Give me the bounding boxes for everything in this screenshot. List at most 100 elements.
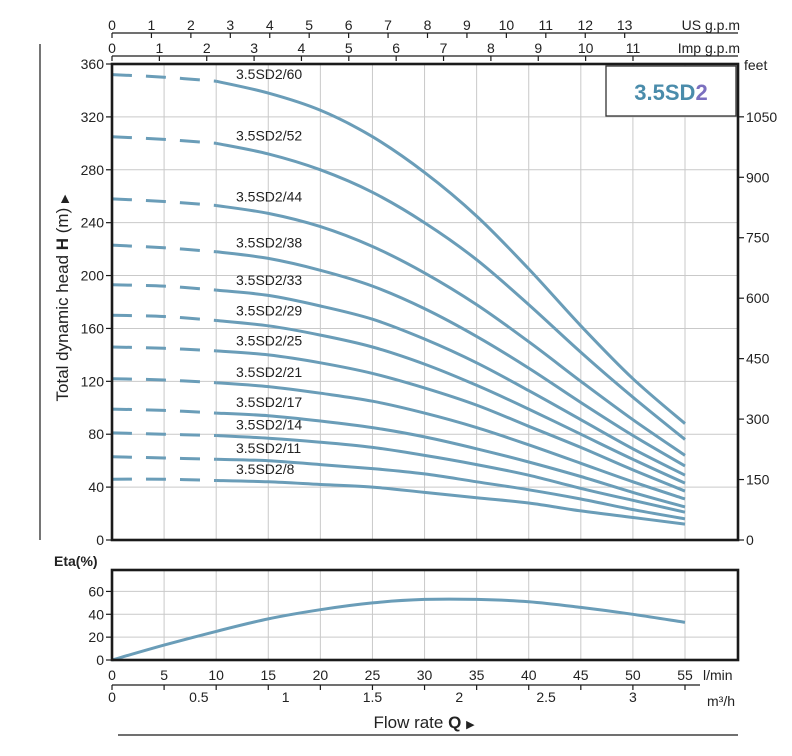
imp-gpm-tick-label: 2 — [203, 40, 211, 56]
eta-tick-label: 20 — [88, 629, 104, 645]
lmin-tick-label: 40 — [521, 667, 537, 683]
feet-tick-label: 0 — [746, 532, 754, 548]
head-axis-label-symbol: H — [53, 238, 72, 250]
m3h-tick-label: 1 — [282, 689, 290, 705]
feet-tick-label: 450 — [746, 351, 770, 367]
eta-axis-label: Eta(%) — [54, 553, 98, 569]
head-tick-label: 160 — [81, 320, 105, 336]
lmin-tick-label: 45 — [573, 667, 589, 683]
us-gpm-tick-label: 3 — [226, 17, 234, 33]
head-curve-dashed — [111, 283, 217, 292]
eta-axis-ticks: 0 20 40 60 — [88, 583, 112, 668]
us-gpm-tick-label: 8 — [424, 17, 432, 33]
head-tick-label: 280 — [81, 162, 105, 178]
us-gpm-tick-label: 11 — [539, 17, 554, 33]
head-curve-label: 3.5SD2/60 — [236, 66, 302, 82]
head-tick-label: 120 — [81, 373, 105, 389]
feet-tick-label: 750 — [746, 230, 770, 246]
head-axis-arrow: ▶ — [59, 194, 71, 203]
lmin-tick-label: 15 — [260, 667, 276, 683]
lmin-tick-label: 25 — [365, 667, 381, 683]
eta-tick-label: 0 — [96, 652, 104, 668]
imp-gpm-tick-label: 11 — [626, 40, 641, 56]
us-gpm-tick-label: 2 — [187, 17, 195, 33]
us-gpm-tick-label: 9 — [463, 17, 471, 33]
eta-curve-group — [111, 597, 686, 662]
head-axis-label: Total dynamic head H (m) ▶ — [53, 194, 72, 401]
lmin-tick-label: 5 — [160, 667, 168, 683]
head-curve-dashed — [111, 313, 217, 322]
head-curve-label: 3.5SD2/14 — [236, 417, 302, 433]
m3h-unit-label: m³/h — [707, 693, 735, 709]
imp-gpm-tick-label: 8 — [487, 40, 495, 56]
head-curve — [215, 141, 686, 441]
head-curve — [216, 381, 686, 501]
imp-gpm-unit-label: Imp g.p.m — [678, 40, 740, 56]
head-curve-dashed — [111, 243, 217, 254]
feet-tick-label: 900 — [746, 169, 770, 185]
head-curve-label: 3.5SD2/52 — [236, 128, 302, 144]
us-gpm-tick-label: 6 — [345, 17, 353, 33]
eta-curve — [111, 597, 686, 662]
head-curve-label: 3.5SD2/21 — [236, 364, 302, 380]
lmin-tick-label: 20 — [313, 667, 329, 683]
lmin-tick-label: 50 — [625, 667, 641, 683]
head-curve-label: 3.5SD2/8 — [236, 461, 295, 477]
head-curve — [216, 349, 686, 493]
feet-tick-label: 1050 — [746, 109, 777, 125]
head-curve — [216, 250, 686, 468]
head-curve — [216, 288, 686, 477]
head-axis-label-unit: (m) — [53, 208, 72, 233]
head-tick-label: 40 — [88, 479, 104, 495]
head-curve — [216, 457, 686, 521]
head-curve-dashed — [111, 73, 217, 83]
svg-text:3.5SD2: 3.5SD2 — [634, 80, 707, 105]
feet-unit-label: feet — [744, 57, 767, 73]
flow-rate-label-text: Flow rate — [373, 713, 443, 732]
feet-tick-label: 300 — [746, 411, 770, 427]
us-gpm-tick-label: 1 — [148, 17, 156, 33]
head-curve — [215, 204, 686, 457]
lmin-unit-label: l/min — [703, 667, 733, 683]
m3h-tick-label: 2.5 — [536, 689, 556, 705]
imp-gpm-tick-label: 1 — [155, 40, 163, 56]
head-tick-label: 200 — [81, 268, 105, 284]
head-curve-label: 3.5SD2/17 — [236, 394, 302, 410]
bottom-axis-ticks: 0 5 10 15 20 25 30 35 40 45 50 55 0 0.5 1 1.5 2 2.5 3 — [108, 667, 693, 705]
top-axis-ticks: 0 1 2 3 4 5 6 7 8 9 10 11 12 130 1 2 3 4 5 6 7 8 9 10 11 — [108, 17, 640, 61]
head-curve-dashed — [111, 431, 217, 437]
model-title-box: 3.5SD2 — [605, 65, 737, 117]
imp-gpm-tick-label: 6 — [392, 40, 400, 56]
head-chart-frame — [110, 62, 740, 542]
m3h-tick-label: 0.5 — [189, 689, 209, 705]
head-curve-dashed — [111, 345, 217, 353]
head-curve-dashed — [111, 455, 217, 461]
lmin-tick-label: 0 — [108, 667, 116, 683]
model-title-suffix: 2 — [695, 80, 707, 105]
head-curve-label: 3.5SD2/38 — [236, 234, 302, 250]
head-curves — [111, 73, 686, 526]
imp-gpm-tick-label: 0 — [108, 40, 116, 56]
head-tick-label: 0 — [96, 532, 104, 548]
head-curve-label: 3.5SD2/44 — [236, 189, 302, 205]
head-curve-label: 3.5SD2/11 — [236, 440, 301, 456]
head-curve-dashed — [111, 407, 217, 415]
us-gpm-unit-label: US g.p.m — [682, 17, 740, 33]
lmin-tick-label: 10 — [208, 667, 224, 683]
feet-tick-label: 150 — [746, 472, 770, 488]
feet-tick-label: 600 — [746, 290, 770, 306]
lmin-tick-label: 35 — [469, 667, 485, 683]
head-curve-label: 3.5SD2/25 — [236, 333, 302, 349]
us-gpm-tick-label: 7 — [384, 17, 392, 33]
imp-gpm-tick-label: 4 — [298, 40, 306, 56]
eta-tick-label: 40 — [88, 606, 104, 622]
lmin-tick-label: 55 — [677, 667, 693, 683]
imp-gpm-tick-label: 7 — [440, 40, 448, 56]
us-gpm-tick-label: 13 — [617, 17, 633, 33]
us-gpm-tick-label: 12 — [577, 17, 593, 33]
head-curve-label: 3.5SD2/33 — [236, 272, 302, 288]
head-chart-grid — [111, 63, 738, 541]
head-curve — [216, 319, 686, 485]
head-curve — [216, 411, 686, 509]
